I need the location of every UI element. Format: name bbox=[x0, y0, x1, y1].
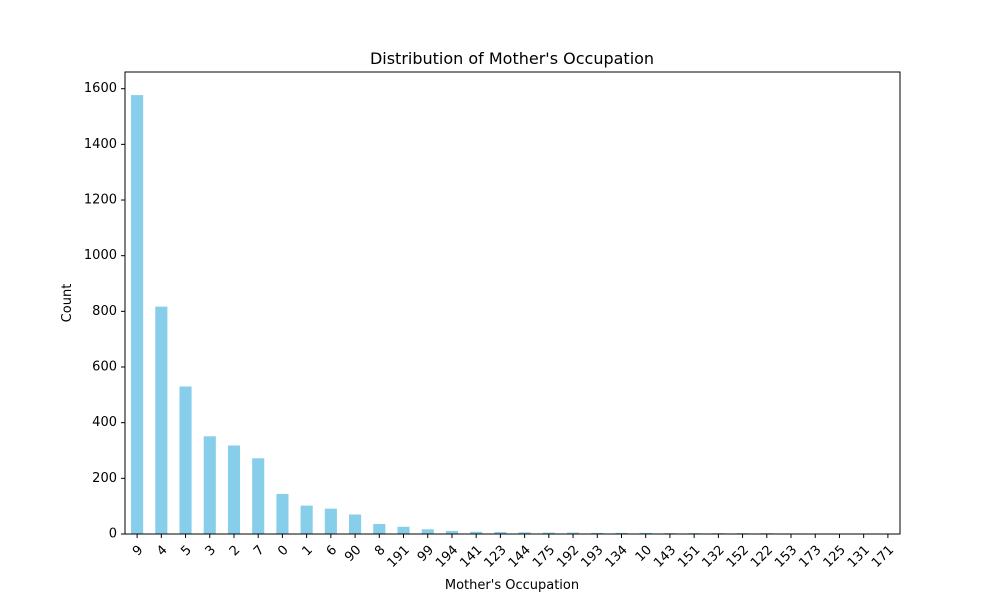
bar-191 bbox=[397, 526, 410, 534]
bar-144 bbox=[518, 532, 531, 534]
bar-141 bbox=[470, 531, 483, 534]
chart-title: Distribution of Mother's Occupation bbox=[370, 49, 654, 68]
bar-1 bbox=[300, 505, 313, 534]
bar-0 bbox=[276, 493, 289, 534]
y-tick-label-200: 200 bbox=[92, 471, 117, 486]
bar-5 bbox=[179, 386, 192, 534]
bar-2 bbox=[227, 445, 241, 534]
y-tick-label-1600: 1600 bbox=[84, 81, 117, 96]
bar-3 bbox=[203, 436, 216, 534]
bar-4 bbox=[155, 306, 168, 534]
y-tick-label-0: 0 bbox=[109, 527, 117, 542]
plot-frame bbox=[124, 71, 901, 535]
bar-192 bbox=[566, 532, 580, 534]
y-tick-label-400: 400 bbox=[92, 415, 117, 430]
bar-194 bbox=[445, 530, 459, 534]
bar-90 bbox=[349, 514, 362, 534]
bar-8 bbox=[373, 523, 386, 534]
y-tick-label-1000: 1000 bbox=[84, 248, 117, 263]
y-axis-ticks: 0 200 400 600 800 1000 1200 1400 1600 bbox=[84, 81, 125, 542]
bars-group bbox=[131, 95, 894, 534]
bar-9 bbox=[131, 95, 144, 534]
y-tick-label-1400: 1400 bbox=[84, 137, 117, 152]
bar-99 bbox=[421, 529, 434, 534]
bar-10 bbox=[639, 532, 652, 534]
bar-134 bbox=[615, 532, 628, 534]
y-axis-label: Count bbox=[60, 284, 75, 323]
bar-7 bbox=[252, 458, 265, 534]
y-tick-label-600: 600 bbox=[92, 360, 117, 375]
bar-175 bbox=[542, 532, 555, 534]
bar-6 bbox=[324, 508, 337, 534]
x-axis-label: Mother's Occupation bbox=[445, 578, 579, 593]
bar-123 bbox=[494, 532, 507, 534]
y-tick-label-1200: 1200 bbox=[84, 193, 117, 208]
bar-193 bbox=[591, 532, 604, 534]
y-tick-label-800: 800 bbox=[92, 304, 117, 319]
